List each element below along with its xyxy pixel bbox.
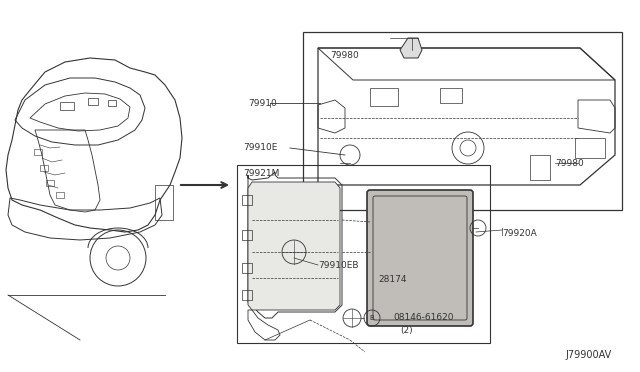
Bar	[242, 195, 252, 205]
Text: 79910E: 79910E	[243, 144, 277, 153]
Bar	[370, 88, 398, 106]
Bar	[440, 88, 462, 103]
Text: B: B	[370, 315, 374, 321]
Bar	[108, 100, 116, 106]
FancyBboxPatch shape	[367, 190, 473, 326]
Text: 79910EB: 79910EB	[318, 260, 358, 269]
Bar	[40, 165, 48, 171]
Bar	[530, 155, 550, 180]
Bar	[575, 138, 605, 158]
Text: 28174: 28174	[378, 276, 406, 285]
Bar	[303, 32, 622, 210]
Bar	[60, 102, 74, 110]
Bar	[242, 290, 252, 300]
Text: J79900AV: J79900AV	[565, 350, 611, 360]
Text: 79920A: 79920A	[502, 228, 537, 237]
Polygon shape	[400, 38, 422, 58]
Polygon shape	[248, 182, 340, 310]
Text: (2): (2)	[400, 326, 413, 334]
Bar	[56, 192, 64, 198]
Bar	[242, 263, 252, 273]
Text: 79921M: 79921M	[243, 169, 280, 177]
Bar	[237, 165, 490, 343]
Text: 79910: 79910	[248, 99, 276, 108]
Text: 08146-61620: 08146-61620	[393, 314, 454, 323]
Text: 79980: 79980	[555, 158, 584, 167]
Text: 79980: 79980	[330, 51, 359, 60]
Bar	[34, 149, 42, 155]
Bar	[88, 98, 98, 105]
Bar	[242, 230, 252, 240]
Bar	[155, 185, 173, 220]
Bar	[46, 180, 54, 186]
